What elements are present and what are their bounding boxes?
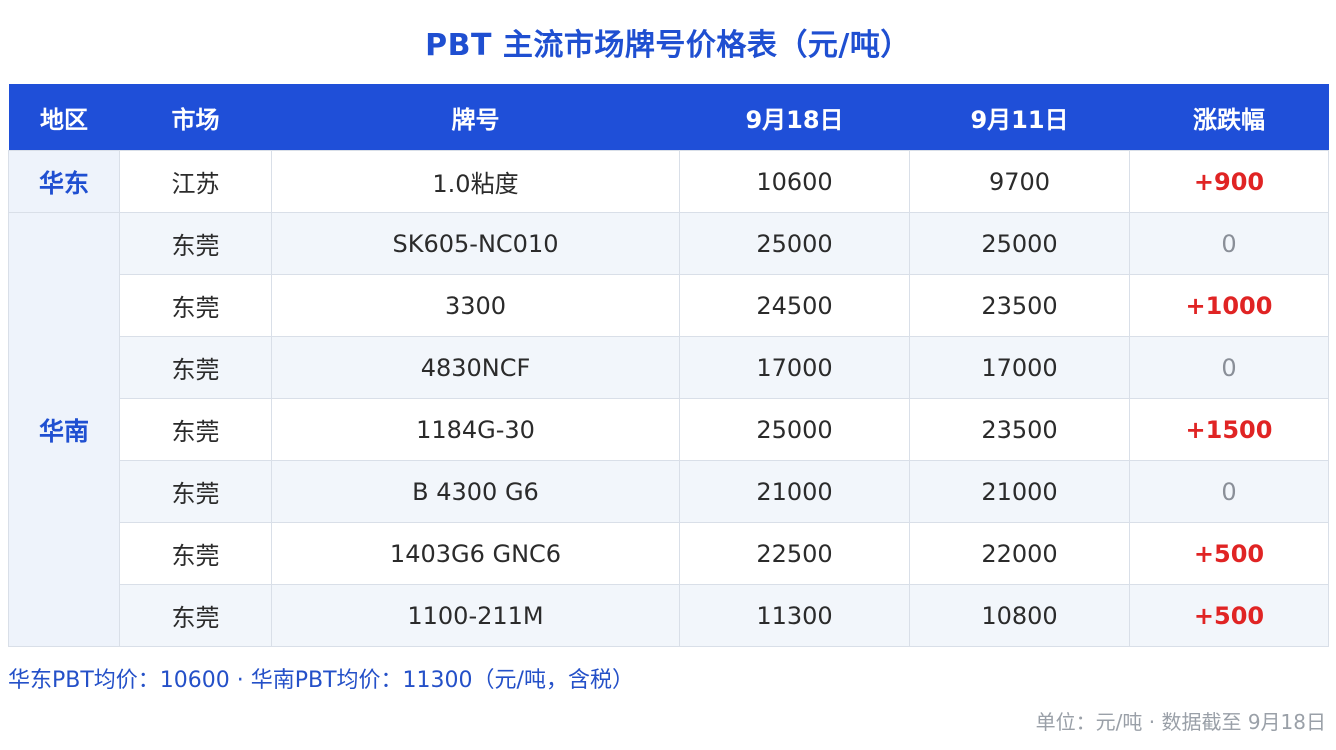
price-current-cell: 17000 <box>679 336 910 399</box>
market-cell: 东莞 <box>119 274 272 337</box>
market-cell: 东莞 <box>119 460 272 523</box>
brand-cell: 1184G-30 <box>271 398 680 461</box>
header-brand: 牌号 <box>271 84 680 151</box>
unit-and-date-note: 单位：元/吨 · 数据截至 9月18日 <box>1035 710 1326 734</box>
header-date-previous: 9月11日 <box>909 84 1130 151</box>
price-current-cell: 11300 <box>679 584 910 647</box>
market-cell: 东莞 <box>119 584 272 647</box>
change-cell: +900 <box>1129 150 1329 213</box>
brand-cell: 1100-211M <box>271 584 680 647</box>
change-cell: +500 <box>1129 522 1329 585</box>
table-row: 华南 东莞 SK605-NC010 25000 25000 0 <box>8 212 1329 647</box>
price-previous-cell: 10800 <box>909 584 1130 647</box>
market-cell: 东莞 <box>119 212 272 275</box>
brand-cell: 1403G6 GNC6 <box>271 522 680 585</box>
table-row: 东莞 1184G-30 25000 23500 +1500 <box>9 398 1329 461</box>
table-row: 东莞 1100-211M 11300 10800 +500 <box>9 584 1329 647</box>
table-row: 华东 江苏 1.0粘度 10600 9700 +900 <box>8 150 1329 213</box>
region-cell: 华东 <box>8 150 120 213</box>
brand-cell: 4830NCF <box>271 336 680 399</box>
market-cell: 东莞 <box>119 398 272 461</box>
price-previous-cell: 21000 <box>909 460 1130 523</box>
table-row: 东莞 1403G6 GNC6 22500 22000 +500 <box>9 522 1329 585</box>
change-cell: 0 <box>1129 212 1329 275</box>
table-body: 华东 江苏 1.0粘度 10600 9700 +900 华南 东莞 SK605-NC010 250… <box>8 150 1329 647</box>
price-previous-cell: 9700 <box>909 150 1130 213</box>
change-cell: 0 <box>1129 336 1329 399</box>
price-current-cell: 10600 <box>679 150 910 213</box>
change-cell: +500 <box>1129 584 1329 647</box>
table-row: 东莞 4830NCF 17000 17000 0 <box>9 336 1329 399</box>
market-cell: 东莞 <box>119 336 272 399</box>
price-table: 地区 市场 牌号 9月18日 9月11日 涨跌幅 华东 江苏 1.0粘度 10600 9… <box>8 84 1329 647</box>
change-cell: 0 <box>1129 460 1329 523</box>
brand-cell: B 4300 G6 <box>271 460 680 523</box>
table-row: 东莞 3300 24500 23500 +1000 <box>9 274 1329 337</box>
price-previous-cell: 17000 <box>909 336 1130 399</box>
brand-cell: 3300 <box>271 274 680 337</box>
header-date-current: 9月18日 <box>679 84 910 151</box>
price-previous-cell: 22000 <box>909 522 1130 585</box>
page-title: PBT 主流市场牌号价格表（元/吨） <box>425 28 911 63</box>
price-current-cell: 24500 <box>679 274 910 337</box>
region-cell: 华南 <box>8 212 120 647</box>
price-current-cell: 21000 <box>679 460 910 523</box>
change-cell: +1500 <box>1129 398 1329 461</box>
table-header-row: 地区 市场 牌号 9月18日 9月11日 涨跌幅 <box>8 84 1329 151</box>
brand-cell: 1.0粘度 <box>271 150 680 213</box>
price-previous-cell: 23500 <box>909 274 1130 337</box>
price-current-cell: 25000 <box>679 398 910 461</box>
price-previous-cell: 23500 <box>909 398 1130 461</box>
change-cell: +1000 <box>1129 274 1329 337</box>
table-row: 东莞 B 4300 G6 21000 21000 0 <box>9 460 1329 523</box>
header-market: 市场 <box>119 84 272 151</box>
average-price-note: 华东PBT均价：10600 · 华南PBT均价：11300（元/吨，含税） <box>8 668 634 693</box>
brand-cell: SK605-NC010 <box>271 212 680 275</box>
market-cell: 东莞 <box>119 522 272 585</box>
header-change: 涨跌幅 <box>1129 84 1329 151</box>
price-current-cell: 22500 <box>679 522 910 585</box>
market-cell: 江苏 <box>119 150 272 213</box>
header-region: 地区 <box>8 84 120 151</box>
price-current-cell: 25000 <box>679 212 910 275</box>
price-previous-cell: 25000 <box>909 212 1130 275</box>
